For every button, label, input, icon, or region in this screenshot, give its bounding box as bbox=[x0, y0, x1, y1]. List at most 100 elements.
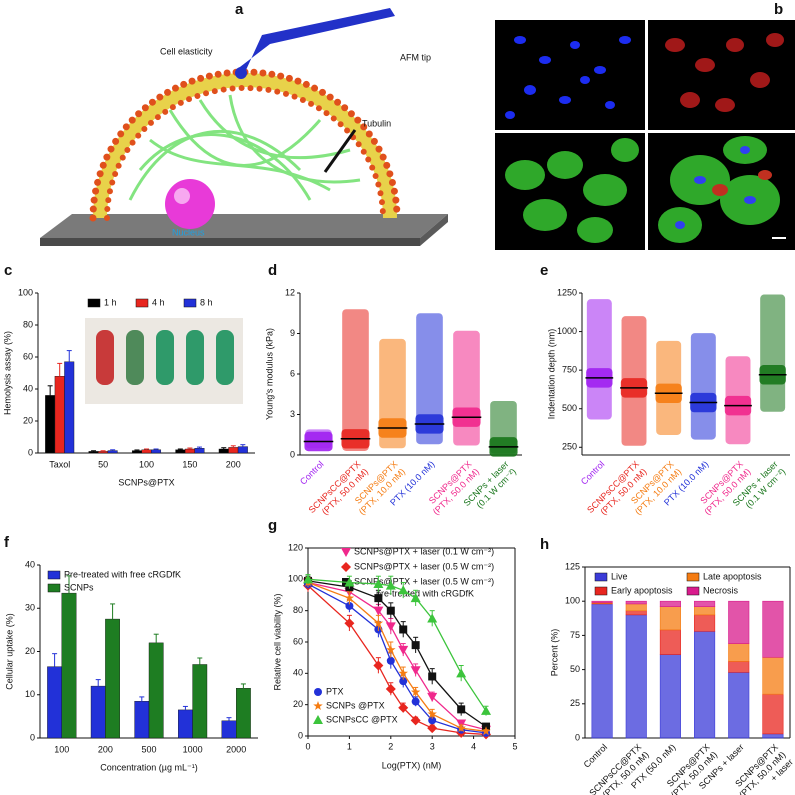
merge-cells bbox=[658, 136, 786, 243]
data-point bbox=[373, 618, 384, 628]
y-tick-label: 80 bbox=[23, 319, 33, 329]
y-tick-label: 12 bbox=[285, 287, 295, 297]
diagram-label: Tubulin bbox=[362, 118, 391, 128]
actin-cells bbox=[505, 138, 639, 243]
diagram-label: AFM tip bbox=[400, 52, 431, 62]
legend-swatch bbox=[135, 298, 149, 308]
data-point bbox=[313, 715, 323, 724]
data-point bbox=[344, 593, 355, 603]
diagram-label: Nucleus bbox=[172, 227, 205, 237]
y-tick-label: 250 bbox=[562, 442, 577, 452]
data-point bbox=[428, 672, 437, 681]
x-tick-label: Control bbox=[582, 742, 610, 770]
y-tick-label: 40 bbox=[23, 383, 33, 393]
bar-segment bbox=[728, 643, 750, 662]
nucleus-highlight bbox=[174, 188, 190, 204]
data-point bbox=[427, 692, 438, 702]
value-range bbox=[760, 294, 786, 412]
tube bbox=[156, 330, 174, 385]
data-point bbox=[385, 580, 396, 590]
data-point bbox=[386, 656, 395, 665]
tube bbox=[96, 330, 114, 385]
legend-swatch bbox=[594, 586, 608, 596]
afm-ball bbox=[235, 67, 247, 79]
membrane-inner bbox=[104, 85, 386, 221]
y-tick-label: 100 bbox=[18, 287, 33, 297]
bar bbox=[237, 446, 248, 454]
data-point bbox=[427, 709, 437, 719]
legend-label: Pre-treated with free cRGDfK bbox=[64, 569, 181, 579]
data-point bbox=[481, 705, 492, 715]
legend-label: 4 h bbox=[152, 297, 165, 307]
data-point bbox=[428, 716, 437, 725]
value-range bbox=[690, 333, 716, 440]
y-tick-label: 60 bbox=[293, 636, 303, 646]
y-tick-label: 0 bbox=[290, 449, 295, 459]
data-point bbox=[398, 702, 409, 713]
cell-schematic bbox=[40, 8, 448, 246]
bar bbox=[131, 450, 142, 454]
y-tick-label: 1000 bbox=[557, 326, 577, 336]
y-tick-label: 100 bbox=[288, 574, 303, 584]
bar-segment bbox=[591, 603, 613, 739]
value-range bbox=[416, 313, 443, 445]
afm-tip bbox=[236, 8, 395, 70]
bar bbox=[45, 395, 56, 454]
y-tick-label: 25 bbox=[570, 698, 580, 708]
x-tick-label: Taxol bbox=[49, 459, 70, 469]
bar bbox=[151, 449, 162, 454]
bar-segment bbox=[694, 630, 716, 739]
y-axis-label: Young's modulus (kPa) bbox=[264, 328, 274, 420]
bar-segment bbox=[728, 661, 750, 673]
bar bbox=[47, 666, 62, 739]
tubulin-pointer bbox=[323, 129, 357, 173]
data-point bbox=[398, 585, 409, 595]
legend-label: Live bbox=[611, 571, 628, 581]
data-point bbox=[386, 644, 396, 654]
data-point bbox=[341, 548, 351, 557]
bar-segment bbox=[591, 600, 613, 603]
legend-swatch bbox=[686, 586, 700, 596]
data-point bbox=[398, 645, 409, 655]
x-axis-label: Log(PTX) (nM) bbox=[382, 760, 442, 770]
data-point bbox=[457, 705, 466, 714]
x-tick-label: Control bbox=[579, 459, 607, 487]
bar-segment bbox=[659, 654, 681, 739]
bar bbox=[221, 720, 237, 739]
substrate-top bbox=[40, 214, 448, 238]
legend-label: pre-treated with cRGDfK bbox=[376, 588, 474, 598]
substrate-side bbox=[420, 214, 448, 246]
bar bbox=[218, 448, 229, 454]
data-point bbox=[341, 562, 351, 572]
panel-letter: h bbox=[540, 536, 549, 553]
bar-segment bbox=[659, 600, 681, 607]
tubulin-fibers bbox=[128, 94, 361, 201]
x-tick-label: 200 bbox=[98, 744, 113, 754]
data-point bbox=[373, 579, 384, 589]
y-tick-label: 30 bbox=[25, 603, 35, 613]
legend-swatch bbox=[47, 583, 61, 593]
bar bbox=[64, 361, 75, 454]
y-tick-label: 20 bbox=[23, 415, 33, 425]
legend-swatch bbox=[47, 570, 61, 580]
y-tick-label: 10 bbox=[25, 689, 35, 699]
data-point bbox=[399, 625, 408, 634]
bar bbox=[54, 376, 65, 454]
bar-segment bbox=[625, 600, 647, 605]
bar-segment bbox=[625, 610, 647, 616]
panel-letter: g bbox=[268, 517, 277, 534]
legend-label: SCNPsCC @PTX bbox=[326, 714, 398, 724]
bar bbox=[235, 688, 251, 739]
bar bbox=[90, 685, 106, 739]
panel-letter: d bbox=[268, 262, 277, 279]
y-tick-label: 0 bbox=[30, 732, 35, 742]
bar bbox=[105, 618, 120, 739]
y-tick-label: 6 bbox=[290, 368, 295, 378]
x-tick-label: 1 bbox=[347, 741, 352, 751]
bar bbox=[61, 592, 77, 739]
x-tick-label: 50 bbox=[98, 459, 108, 469]
legend-label: PTX bbox=[326, 686, 344, 696]
bar-segment bbox=[659, 606, 681, 631]
